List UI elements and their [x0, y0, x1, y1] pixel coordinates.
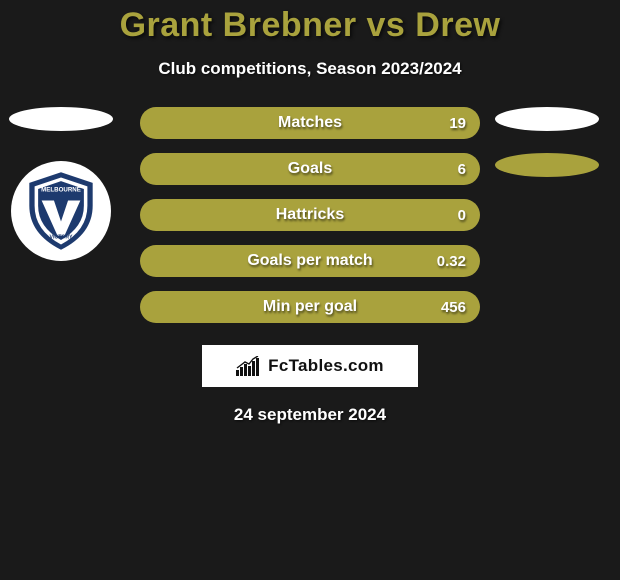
stat-label: Goals	[288, 160, 332, 178]
left-column: MELBOURNE VICTORY	[6, 107, 116, 261]
right-column	[492, 107, 602, 199]
player-a-oval	[9, 107, 113, 131]
vs-separator: vs	[357, 6, 416, 44]
player-b-name: Drew	[415, 6, 500, 44]
player-b-oval-accent	[495, 153, 599, 177]
stat-label: Matches	[278, 114, 342, 132]
stat-bar: Goals per match 0.32	[140, 245, 480, 277]
stat-bar: Hattricks 0	[140, 199, 480, 231]
stat-value: 0.32	[437, 253, 466, 270]
stat-bar: Min per goal 456	[140, 291, 480, 323]
stat-label: Goals per match	[247, 252, 372, 270]
stats-bars: Matches 19 Goals 6 Hattricks 0 Goals per match…	[140, 107, 480, 323]
player-b-oval	[495, 107, 599, 131]
comparison-title: Grant Brebner vs Drew	[0, 0, 620, 45]
stat-value: 0	[458, 207, 466, 224]
stat-label: Min per goal	[263, 298, 357, 316]
generated-date: 24 september 2024	[0, 405, 620, 425]
stat-value: 19	[449, 115, 466, 132]
footer-text: FcTables.com	[268, 356, 384, 376]
stat-bar: Goals 6	[140, 153, 480, 185]
subtitle: Club competitions, Season 2023/2024	[0, 59, 620, 79]
bar-chart-icon	[236, 356, 262, 376]
footer-attribution: FcTables.com	[202, 345, 418, 387]
svg-text:VICTORY: VICTORY	[49, 234, 73, 240]
svg-text:MELBOURNE: MELBOURNE	[41, 187, 81, 194]
melbourne-victory-logo: MELBOURNE VICTORY	[11, 161, 111, 261]
stat-bar: Matches 19	[140, 107, 480, 139]
club-crest-icon: MELBOURNE VICTORY	[17, 167, 105, 255]
player-a-name: Grant Brebner	[120, 6, 357, 44]
stat-label: Hattricks	[276, 206, 344, 224]
stat-value: 6	[458, 161, 466, 178]
stat-value: 456	[441, 299, 466, 316]
main-content: MELBOURNE VICTORY Matches 19 Goals 6 Hattric…	[0, 107, 620, 323]
